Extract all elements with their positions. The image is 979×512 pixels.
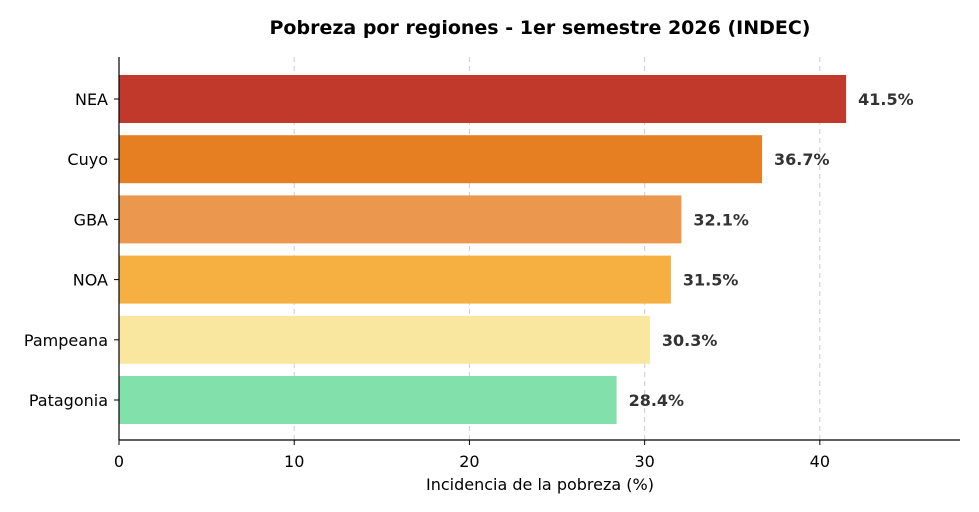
data-label-nea: 41.5% bbox=[858, 90, 914, 109]
data-label-noa: 31.5% bbox=[683, 271, 739, 290]
bar-patagonia bbox=[119, 376, 617, 424]
y-tick-label-nea: NEA bbox=[75, 90, 108, 109]
x-tick-label-3: 30 bbox=[634, 452, 654, 471]
y-tick-label-noa: NOA bbox=[73, 271, 108, 290]
y-tick-label-cuyo: Cuyo bbox=[67, 150, 108, 169]
data-label-gba: 32.1% bbox=[693, 210, 749, 229]
data-label-patagonia: 28.4% bbox=[629, 391, 685, 410]
bar-cuyo bbox=[119, 135, 763, 184]
bar-gba bbox=[119, 195, 682, 244]
data-label-cuyo: 36.7% bbox=[774, 150, 830, 169]
data-labels: 41.5% 36.7% 32.1% 31.5% 30.3% 28.4% bbox=[629, 90, 914, 410]
y-tick-label-pampeana: Pampeana bbox=[24, 331, 108, 350]
data-label-pampeana: 30.3% bbox=[662, 331, 718, 350]
x-tick-label-0: 0 bbox=[114, 452, 124, 471]
y-tick-label-patagonia: Patagonia bbox=[29, 391, 108, 410]
chart-title: Pobreza por regiones - 1er semestre 2026… bbox=[270, 17, 811, 39]
bar-nea bbox=[119, 75, 847, 123]
x-tick-label-4: 40 bbox=[810, 452, 830, 471]
bar-noa bbox=[119, 255, 671, 304]
y-tick-label-gba: GBA bbox=[74, 210, 108, 229]
x-tick-label-1: 10 bbox=[284, 452, 304, 471]
x-axis-label: Incidencia de la pobreza (%) bbox=[426, 475, 654, 494]
y-axis-ticks: NEA Cuyo GBA NOA Pampeana Patagonia bbox=[24, 90, 119, 410]
x-tick-label-2: 20 bbox=[459, 452, 479, 471]
bar-pampeana bbox=[119, 315, 650, 364]
x-axis-ticks: 0 10 20 30 40 bbox=[114, 440, 830, 471]
bars bbox=[119, 75, 847, 424]
